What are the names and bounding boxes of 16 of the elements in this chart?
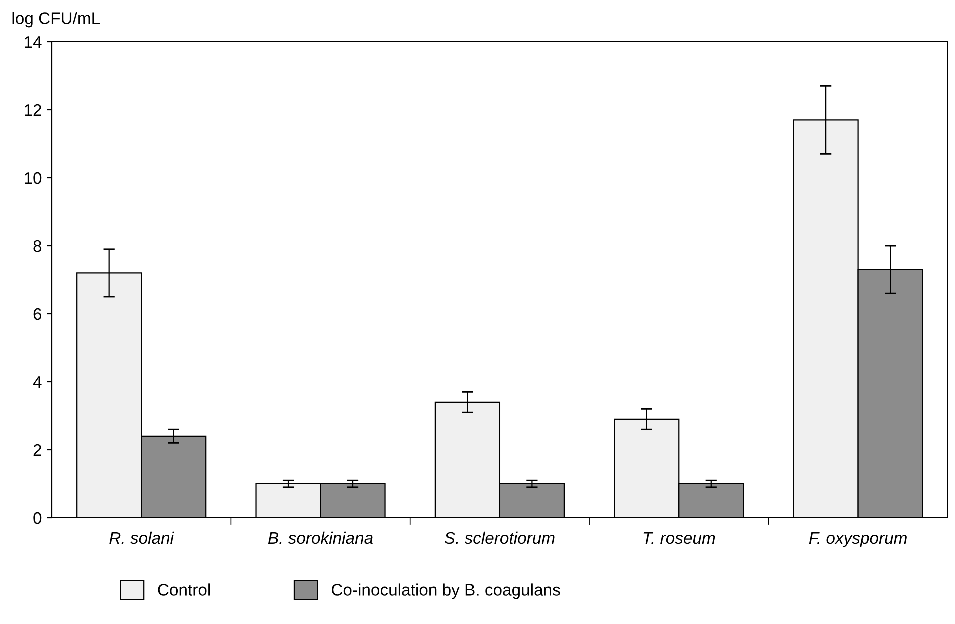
legend-label: Control <box>158 584 210 596</box>
y-tick-label: 0 <box>34 512 42 524</box>
y-tick-label: 2 <box>34 444 42 456</box>
y-tick-label: 4 <box>33 376 42 388</box>
y-tick-label: 14 <box>25 36 42 48</box>
y-tick-label: 8 <box>34 240 42 252</box>
x-tick-label: R. solani <box>110 532 174 544</box>
x-tick-label: T. roseum <box>644 532 716 544</box>
x-tick-label: B. sorokiniana <box>268 532 374 544</box>
y-tick-label: 10 <box>25 172 42 184</box>
y-tick-label: 12 <box>25 104 42 116</box>
y-axis-title: log CFU/mL <box>12 12 100 28</box>
x-tick-label: F. oxysporum <box>809 532 907 548</box>
x-tick-label: S. sclerotiorum <box>444 532 555 544</box>
legend-label: Co-inoculation by B. coagulans <box>332 584 560 600</box>
y-tick-label: 6 <box>34 308 42 320</box>
